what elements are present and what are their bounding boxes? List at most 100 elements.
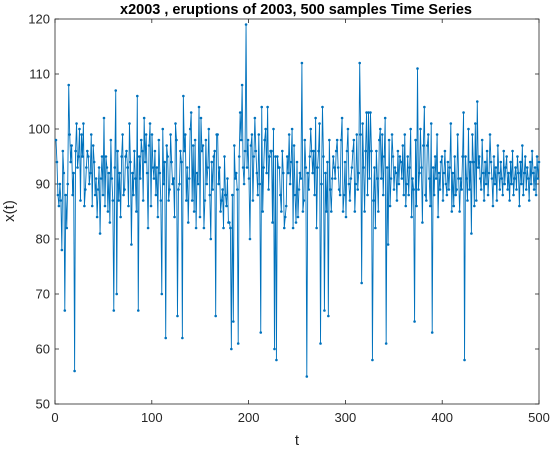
data-point xyxy=(425,199,428,202)
data-point xyxy=(85,166,88,169)
data-point xyxy=(426,144,429,147)
data-point xyxy=(519,160,522,164)
data-point xyxy=(427,177,431,180)
data-point xyxy=(471,133,474,136)
data-point xyxy=(284,204,288,208)
data-point xyxy=(144,133,148,136)
data-point xyxy=(228,221,231,224)
data-point xyxy=(230,347,233,351)
data-point xyxy=(75,122,78,125)
data-point xyxy=(379,177,383,180)
data-point xyxy=(396,149,400,153)
data-point xyxy=(55,160,59,164)
data-point xyxy=(134,177,137,180)
data-point xyxy=(530,149,534,153)
data-point xyxy=(262,166,265,169)
data-point xyxy=(510,182,513,186)
data-point xyxy=(229,226,232,230)
data-point xyxy=(249,144,253,147)
data-point xyxy=(250,133,254,136)
data-point xyxy=(443,149,447,153)
data-point xyxy=(211,188,215,191)
data-point xyxy=(509,160,512,164)
data-point xyxy=(479,188,483,191)
data-point xyxy=(339,138,343,142)
y-tick-label: 80 xyxy=(36,232,50,247)
data-point xyxy=(527,199,531,202)
data-point xyxy=(81,155,84,158)
data-point xyxy=(58,182,62,186)
data-point xyxy=(76,166,79,169)
data-point xyxy=(240,83,244,87)
data-point xyxy=(325,210,328,213)
data-point xyxy=(208,193,212,197)
data-point xyxy=(68,133,71,136)
data-point xyxy=(356,188,360,191)
data-point xyxy=(361,122,364,125)
data-point xyxy=(272,127,275,131)
data-point xyxy=(495,199,499,202)
data-point xyxy=(86,149,89,153)
data-point xyxy=(317,149,320,153)
data-point xyxy=(478,177,482,180)
data-point xyxy=(344,215,348,219)
data-point xyxy=(456,133,459,136)
data-point xyxy=(517,171,520,175)
data-point xyxy=(189,111,193,114)
data-point xyxy=(291,226,295,230)
data-point xyxy=(378,127,382,131)
data-point xyxy=(394,171,398,175)
data-point xyxy=(283,215,287,219)
data-point xyxy=(126,166,129,169)
data-point xyxy=(385,166,389,169)
data-point xyxy=(403,133,407,136)
data-point xyxy=(297,188,301,191)
data-point xyxy=(278,166,281,169)
x-tick-label: 100 xyxy=(141,410,163,425)
data-point xyxy=(247,177,251,180)
data-point xyxy=(465,177,468,180)
data-point xyxy=(182,94,185,98)
data-point xyxy=(368,177,371,180)
data-point xyxy=(390,133,394,136)
data-point xyxy=(89,133,93,136)
data-point xyxy=(526,177,530,180)
data-point xyxy=(442,171,446,175)
data-point xyxy=(122,193,125,197)
data-point xyxy=(62,171,66,175)
data-point xyxy=(315,226,318,230)
y-axis-label: x(t) xyxy=(1,200,18,222)
data-point xyxy=(311,171,314,175)
data-point xyxy=(421,221,424,224)
data-point xyxy=(514,166,517,169)
data-point xyxy=(260,105,264,109)
data-point xyxy=(496,144,500,147)
data-point xyxy=(281,171,285,175)
data-point xyxy=(233,177,237,180)
data-point xyxy=(286,171,290,175)
data-point xyxy=(205,182,209,186)
data-point xyxy=(365,111,368,114)
data-point xyxy=(506,188,509,191)
data-point xyxy=(498,188,502,191)
data-point xyxy=(439,160,443,164)
data-point xyxy=(124,155,127,158)
data-point xyxy=(206,166,210,169)
data-point xyxy=(204,138,208,142)
data-point xyxy=(301,210,305,213)
data-point xyxy=(156,215,160,219)
data-point xyxy=(259,331,263,334)
data-point xyxy=(451,171,455,175)
data-point xyxy=(300,61,304,65)
data-point xyxy=(303,138,307,142)
data-point xyxy=(416,67,419,70)
data-point xyxy=(171,182,174,186)
data-point xyxy=(253,116,257,120)
data-point xyxy=(492,155,496,158)
data-point xyxy=(274,155,277,158)
data-point xyxy=(535,155,539,158)
data-point xyxy=(320,182,323,186)
data-point xyxy=(329,188,332,191)
data-point xyxy=(472,160,475,164)
data-point xyxy=(243,149,247,153)
